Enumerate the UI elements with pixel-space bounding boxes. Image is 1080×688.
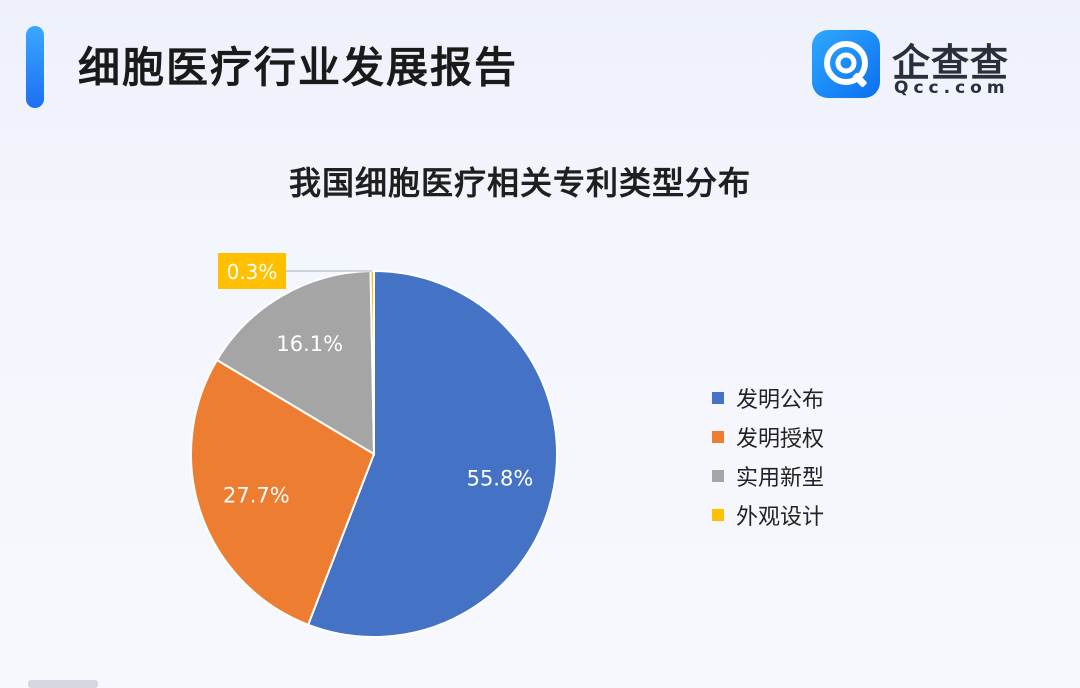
qcc-logo: 企查查 Qcc.com (812, 30, 1042, 102)
qcc-logo-icon (812, 30, 880, 98)
legend-label: 发明公布 (736, 387, 825, 413)
data-label: 16.1% (276, 332, 343, 356)
legend-item: 实用新型 (712, 456, 824, 495)
legend-item: 外观设计 (712, 495, 824, 534)
legend-swatch (712, 391, 724, 404)
pie-slice (190, 358, 376, 627)
legend-swatch (712, 469, 724, 482)
logo-domain: Qcc.com (894, 78, 1010, 98)
title-accent-bar (26, 26, 44, 108)
legend-label: 实用新型 (736, 465, 825, 491)
pie-slice (215, 270, 376, 456)
footer-fragment (28, 680, 98, 688)
chart-title: 我国细胞医疗相关专利类型分布 (288, 164, 751, 202)
legend-label: 外观设计 (736, 504, 825, 530)
legend-swatch (712, 430, 724, 443)
chart-legend: 发明公布 发明授权 实用新型 外观设计 (712, 378, 824, 534)
legend-item: 发明授权 (712, 417, 824, 456)
data-label: 0.3% (227, 260, 278, 284)
data-label: 27.7% (223, 484, 290, 508)
legend-swatch (712, 508, 724, 521)
report-title: 细胞医疗行业发展报告 (78, 43, 519, 92)
callout-label-box (218, 253, 286, 289)
legend-label: 发明授权 (736, 426, 825, 452)
logo-name: 企查查 (892, 41, 1010, 85)
pie-slice (306, 269, 558, 638)
data-label: 55.8% (467, 466, 534, 490)
legend-item: 发明公布 (712, 378, 824, 417)
